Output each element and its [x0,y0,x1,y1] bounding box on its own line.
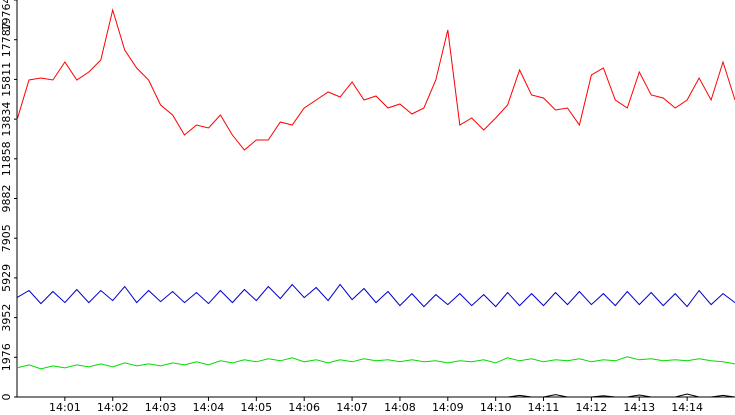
x-tick-label: 14:09 [432,401,464,414]
y-tick-label: 13834 [0,102,13,137]
series-line [17,393,735,398]
x-tick-label: 14:04 [193,401,225,414]
y-tick-label: 19764 [0,0,13,32]
x-tick-label: 14:05 [240,401,272,414]
y-tick-label: 0 [0,394,13,401]
x-tick-label: 14:12 [576,401,608,414]
x-tick-label: 14:03 [145,401,177,414]
y-tick-label: 3952 [0,304,13,332]
x-tick-label: 14:06 [288,401,320,414]
x-tick-label: 14:14 [671,401,703,414]
x-tick-label: 14:02 [97,401,129,414]
x-tick-label: 14:07 [336,401,368,414]
y-tick-label: 7905 [0,224,13,252]
series-line [16,356,735,370]
series-line [16,8,735,151]
y-tick-label: 9882 [0,185,13,213]
y-tick-label: 15811 [0,62,13,97]
x-tick-label: 14:08 [384,401,416,414]
x-tick-label: 14:11 [528,401,560,414]
x-tick-label: 14:10 [480,401,512,414]
x-tick-label: 14:13 [623,401,655,414]
y-tick-label: 11858 [0,141,13,176]
y-tick-label: 5929 [0,264,13,292]
y-tick-label: 1976 [0,343,13,371]
y-tick-label: 17787 [0,22,13,57]
x-tick-label: 14:01 [49,401,81,414]
series-line [16,283,735,308]
